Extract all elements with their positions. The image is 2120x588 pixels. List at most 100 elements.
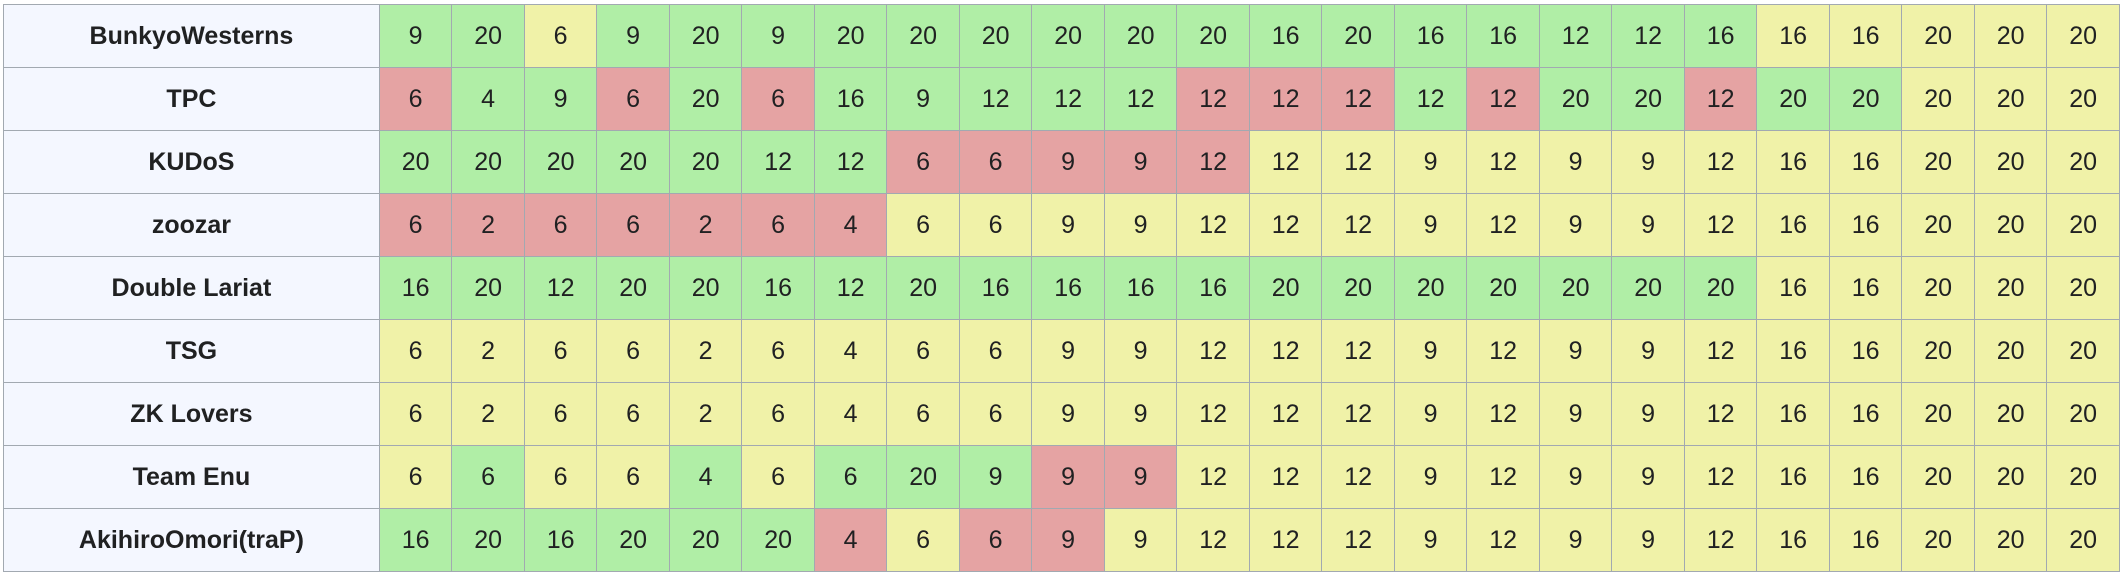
score-cell: 12 (1248, 193, 1323, 257)
score-cell: 16 (1828, 256, 1903, 320)
score-cell: 6 (886, 508, 960, 572)
score-cell: 20 (668, 130, 743, 194)
score-cell: 20 (886, 445, 960, 509)
score-cell: 20 (451, 130, 525, 194)
score-cell: 6 (451, 445, 525, 509)
score-cell: 2 (451, 193, 525, 257)
score-cell: 9 (1103, 508, 1178, 572)
score-cell: 12 (1683, 193, 1758, 257)
team-name-cell: KUDoS (3, 130, 380, 194)
score-cell: 6 (596, 319, 670, 383)
score-cell: 4 (813, 508, 888, 572)
score-cell: 20 (1973, 319, 2048, 383)
score-cell: 20 (1103, 4, 1178, 68)
score-cell: 16 (523, 508, 598, 572)
team-name-cell: Team Enu (3, 445, 380, 509)
score-cell: 6 (596, 193, 670, 257)
score-cell: 20 (2046, 319, 2120, 383)
score-cell: 6 (958, 193, 1033, 257)
score-cell: 16 (1756, 319, 1830, 383)
score-cell: 2 (451, 319, 525, 383)
score-cell: 20 (2046, 4, 2120, 68)
score-cell: 12 (1248, 319, 1323, 383)
score-cell: 12 (1248, 445, 1323, 509)
score-cell: 20 (451, 4, 525, 68)
score-cell: 4 (451, 67, 525, 131)
score-cell: 20 (451, 256, 525, 320)
score-cell: 2 (668, 319, 743, 383)
score-cell: 2 (451, 382, 525, 446)
score-cell: 9 (596, 4, 670, 68)
score-cell: 9 (1393, 130, 1468, 194)
score-cell: 9 (1538, 130, 1613, 194)
score-cell: 20 (668, 508, 743, 572)
score-cell: 9 (1393, 508, 1468, 572)
score-cell: 9 (1611, 508, 1685, 572)
score-cell: 16 (1756, 508, 1830, 572)
score-cell: 6 (596, 382, 670, 446)
table-row: KUDoS 20 20 20 20 20 12 12 6 6 9 9 12 12 12 9 12 9 9 12 16 16… (3, 130, 2120, 194)
score-cell: 12 (1321, 382, 1395, 446)
score-cell: 9 (1103, 193, 1178, 257)
score-cell: 6 (741, 382, 815, 446)
score-cell: 9 (1031, 319, 1105, 383)
score-cell: 20 (1393, 256, 1468, 320)
score-cell: 9 (1103, 130, 1178, 194)
score-cell: 20 (1901, 319, 1975, 383)
score-cell: 12 (741, 130, 815, 194)
score-cell: 20 (451, 508, 525, 572)
score-cell: 20 (1973, 256, 2048, 320)
score-cell: 20 (1248, 256, 1323, 320)
score-cell: 12 (1176, 130, 1250, 194)
score-cell: 6 (813, 445, 888, 509)
score-cell: 20 (1973, 382, 2048, 446)
score-cell: 20 (2046, 193, 2120, 257)
score-cell: 20 (1973, 67, 2048, 131)
score-cell: 20 (1683, 256, 1758, 320)
score-cell: 6 (523, 382, 598, 446)
score-cell: 20 (1466, 256, 1540, 320)
score-cell: 12 (1466, 382, 1540, 446)
team-name-cell: BunkyoWesterns (3, 4, 380, 68)
score-cell: 9 (1103, 382, 1178, 446)
score-cell: 9 (741, 4, 815, 68)
score-cell: 6 (886, 193, 960, 257)
score-cell: 12 (1466, 67, 1540, 131)
score-cell: 2 (668, 382, 743, 446)
score-cell: 12 (1466, 445, 1540, 509)
team-name-cell: AkihiroOmori(traP) (3, 508, 380, 572)
score-cell: 9 (958, 445, 1033, 509)
score-cell: 9 (1393, 319, 1468, 383)
score-cell: 16 (1828, 4, 1903, 68)
score-cell: 12 (1248, 67, 1323, 131)
score-cell: 12 (1321, 445, 1395, 509)
table-row: AkihiroOmori(traP) 16 20 16 20 20 20 4 6 6 9 9 12 12 1… (3, 508, 2120, 572)
score-cell: 20 (1973, 130, 2048, 194)
team-name-cell: TPC (3, 67, 380, 131)
score-cell: 6 (741, 445, 815, 509)
score-cell: 12 (1103, 67, 1178, 131)
score-cell: 20 (1973, 193, 2048, 257)
score-cell: 9 (523, 67, 598, 131)
score-cell: 12 (1466, 130, 1540, 194)
score-cell: 9 (1393, 382, 1468, 446)
score-cell: 20 (596, 256, 670, 320)
score-cell: 6 (596, 67, 670, 131)
score-cell: 16 (958, 256, 1033, 320)
score-cell: 20 (2046, 508, 2120, 572)
table-row: ZK Lovers 6 2 6 6 2 6 4 6 6 9 9 12 12 12 9 12 9 9 12 16 16 20 2… (3, 382, 2120, 446)
score-cell: 20 (1901, 382, 1975, 446)
score-cell: 16 (741, 256, 815, 320)
score-cell: 4 (668, 445, 743, 509)
score-cell: 20 (1973, 508, 2048, 572)
score-cell: 16 (1828, 130, 1903, 194)
score-cell: 20 (958, 4, 1033, 68)
score-cell: 20 (1901, 130, 1975, 194)
score-cell: 12 (813, 130, 888, 194)
team-name-cell: ZK Lovers (3, 382, 380, 446)
score-cell: 12 (1683, 67, 1758, 131)
score-cell: 20 (1031, 4, 1105, 68)
score-cell: 16 (1176, 256, 1250, 320)
score-cell: 20 (2046, 67, 2120, 131)
score-cell: 4 (813, 382, 888, 446)
